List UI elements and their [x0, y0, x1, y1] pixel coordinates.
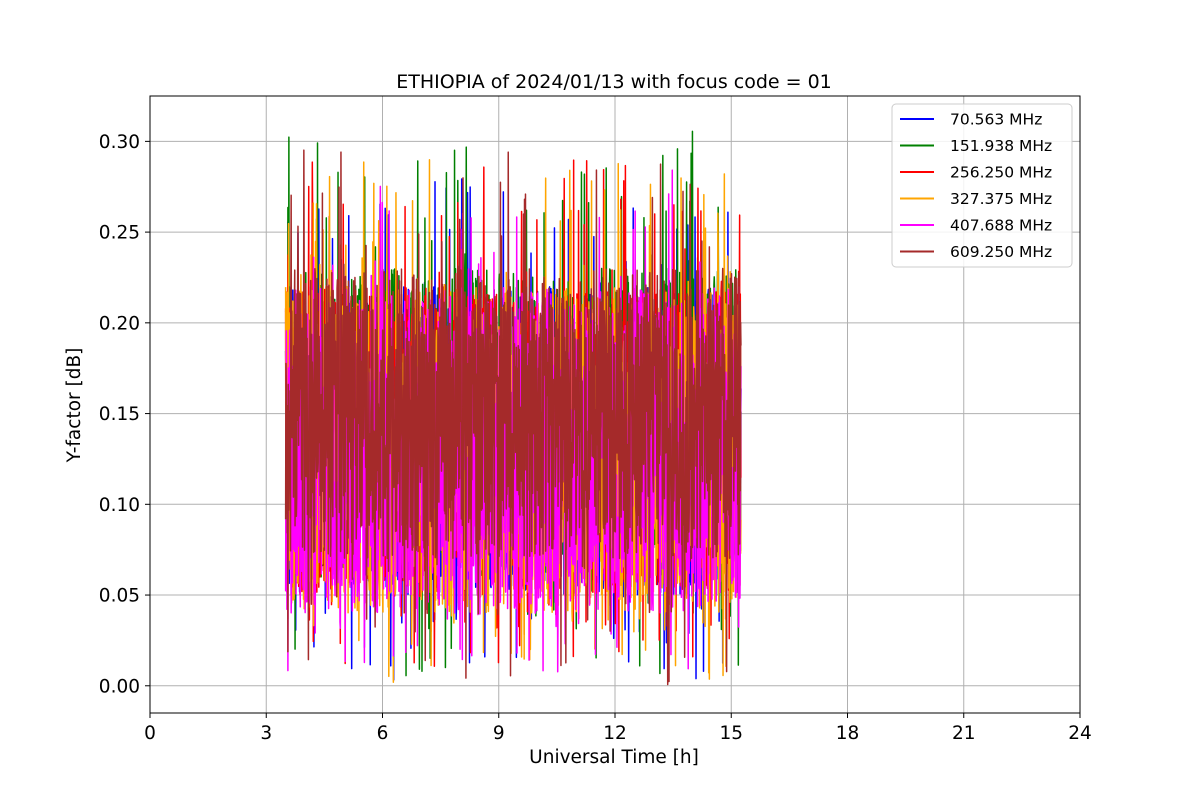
- y-tick-label: 0.00: [99, 676, 140, 697]
- x-tick-label: 24: [1068, 723, 1092, 744]
- x-tick-label: 6: [377, 723, 389, 744]
- x-tick-label: 0: [144, 723, 156, 744]
- legend-entry-label: 407.688 MHz: [950, 217, 1052, 235]
- legend-box: [891, 103, 1073, 268]
- x-axis-label: Universal Time [h]: [529, 747, 699, 768]
- legend-entry-label: 609.250 MHz: [950, 243, 1052, 261]
- y-tick-label: 0.05: [99, 586, 140, 607]
- x-tick-label: 3: [260, 723, 272, 744]
- y-tick-label: 0.10: [99, 495, 140, 516]
- series-layer: [284, 130, 742, 686]
- y-tick-label: 0.25: [99, 223, 140, 244]
- chart-title: ETHIOPIA of 2024/01/13 with focus code =…: [396, 71, 832, 93]
- legend: 70.563 MHz 151.938 MHz 256.250 MHz 327.375 …: [891, 103, 1073, 268]
- x-tick-label: 18: [836, 723, 860, 744]
- legend-entry-label: 151.938 MHz: [950, 137, 1052, 155]
- y-tick-label: 0.30: [99, 132, 140, 153]
- ticks: 0 3 6 9 12 15 18 21 24 0.00 0.05 0.10 0.15 0.20 0.25 0.…: [99, 132, 1092, 744]
- x-tick-label: 12: [603, 723, 627, 744]
- legend-entry-label: 256.250 MHz: [950, 164, 1052, 182]
- x-tick-label: 15: [719, 723, 743, 744]
- y-tick-label: 0.15: [99, 404, 140, 425]
- legend-entry-label: 327.375 MHz: [950, 190, 1052, 208]
- legend-entry-label: 70.563 MHz: [950, 111, 1042, 129]
- y-tick-label: 0.20: [99, 313, 140, 334]
- series-line: [284, 149, 742, 686]
- x-tick-label: 9: [493, 723, 505, 744]
- x-tick-label: 21: [952, 723, 976, 744]
- y-axis-label: Y-factor [dB]: [64, 348, 85, 464]
